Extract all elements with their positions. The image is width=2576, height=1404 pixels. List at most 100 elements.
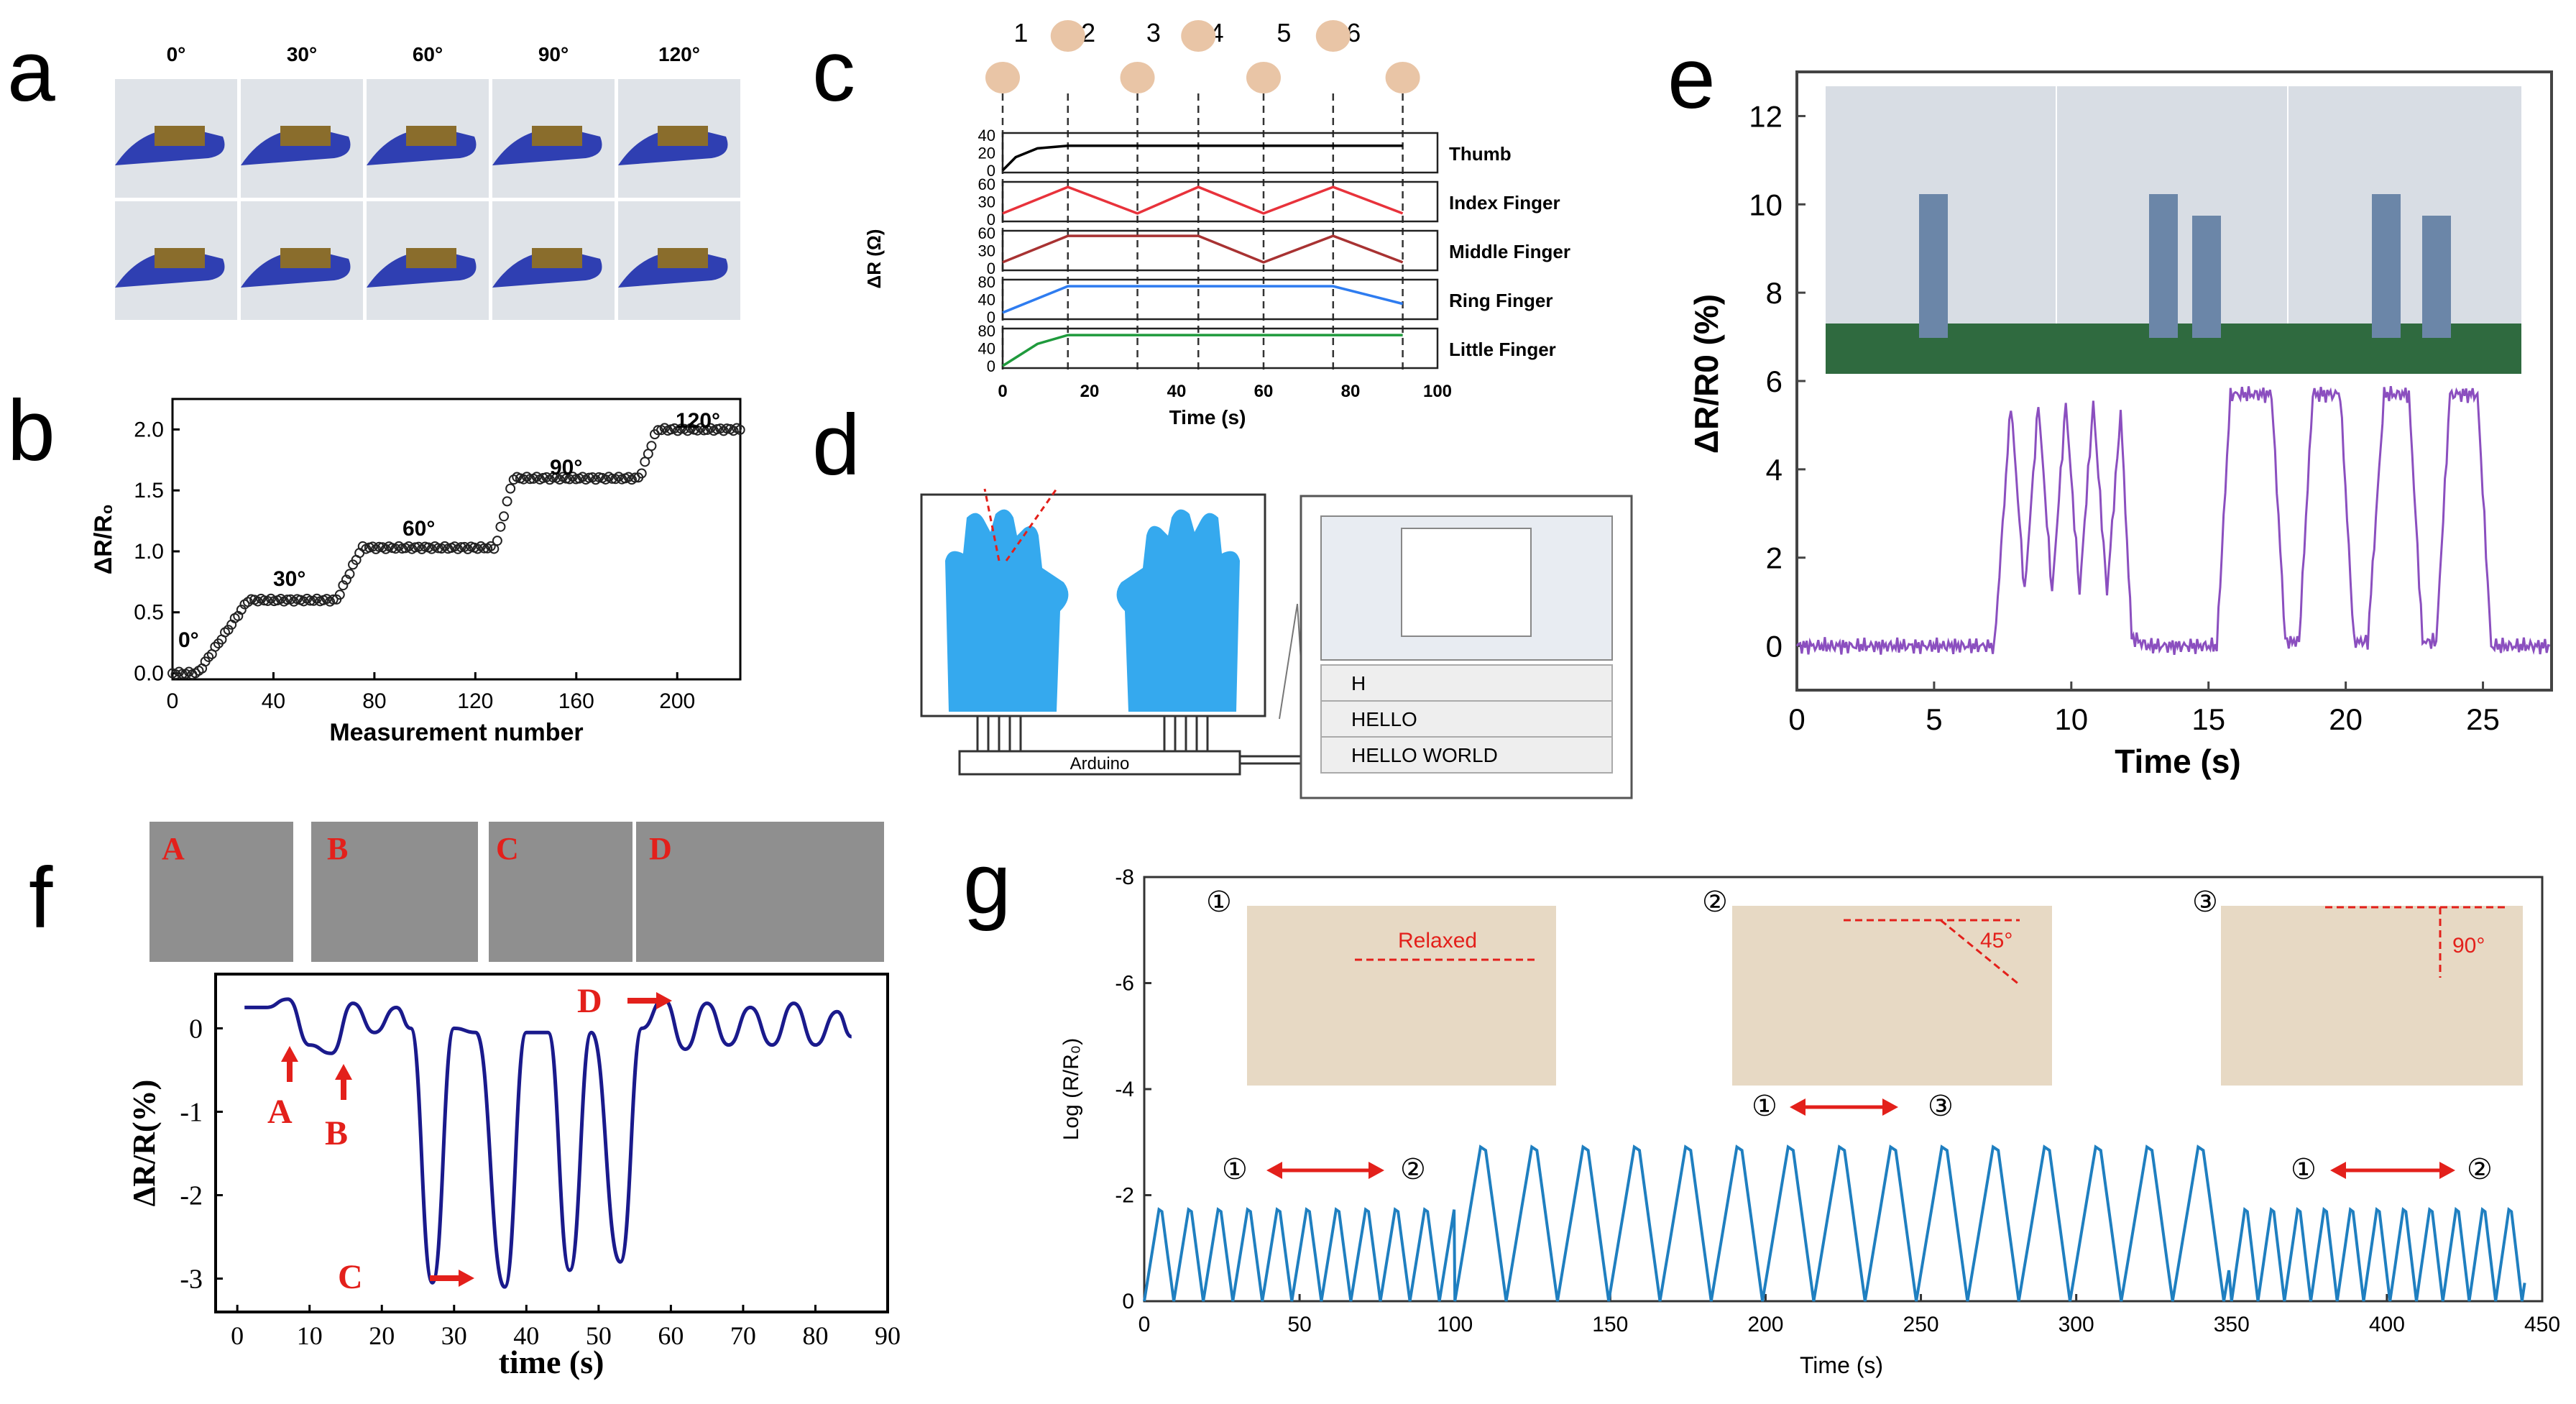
- data-point: [305, 595, 316, 606]
- hand-gesture-icon: [1181, 20, 1216, 52]
- x-tick-label: 200: [1747, 1313, 1783, 1336]
- series-line: [1795, 385, 2551, 655]
- panel-f-label: f: [29, 850, 53, 946]
- data-point: [456, 542, 466, 553]
- annotation-30deg: 30°: [273, 567, 305, 591]
- data-point: [203, 651, 214, 662]
- data-point: [584, 472, 594, 483]
- data-point: [525, 474, 535, 485]
- hand-gesture-icon: [1246, 62, 1281, 93]
- x-tick-label: 300: [2058, 1313, 2094, 1336]
- relaxed-label: Relaxed: [1398, 929, 1477, 953]
- data-point: [374, 541, 385, 552]
- x-tick-label: 400: [2369, 1313, 2405, 1336]
- panel-b-label: b: [7, 382, 55, 479]
- output-hello-world: HELLO WORLD: [1351, 744, 1498, 766]
- data-point: [341, 574, 351, 585]
- y-tick-label: 12: [1749, 99, 1782, 133]
- annotation-c: C: [338, 1258, 363, 1296]
- x-tick-label: 40: [262, 689, 285, 713]
- annotation-120deg: 120°: [676, 409, 720, 433]
- y-tick-label: 1.0: [134, 540, 164, 564]
- data-line: [244, 997, 852, 1289]
- annotation-90deg: 90°: [550, 456, 582, 480]
- y-axis-label: ΔR (Ω): [863, 229, 885, 289]
- x-tick-label: 250: [1903, 1313, 1939, 1336]
- arduino-label: Arduino: [1070, 754, 1130, 774]
- y-tick-label: 6: [1766, 364, 1782, 398]
- x-tick-label: 10: [297, 1321, 323, 1350]
- data-point: [328, 594, 339, 605]
- data-point: [338, 580, 349, 591]
- y-tick-label: 30: [978, 193, 995, 211]
- y-tick-label: -1: [180, 1097, 203, 1127]
- data-point: [548, 472, 558, 483]
- data-point: [210, 641, 221, 652]
- strip-frame: [1001, 180, 1439, 223]
- data-point: [259, 595, 270, 606]
- x-tick-label: 0: [1138, 1313, 1151, 1336]
- output-h: H: [1351, 672, 1366, 694]
- plot-frame: [171, 398, 742, 681]
- tick-group: 0 20 40 60 80 100: [998, 382, 1452, 401]
- sensor-strip: [406, 248, 456, 268]
- y-tick-label: 40: [978, 340, 995, 358]
- series-line: [244, 997, 852, 1289]
- y-axis-label: ΔR/R₀: [90, 504, 117, 574]
- data-line: [1795, 385, 2551, 655]
- photo-90deg: [2221, 906, 2523, 1086]
- sensor-strip: [155, 126, 205, 146]
- marker-1-left: ①: [1222, 1154, 1248, 1185]
- sensor-strip: [280, 248, 331, 268]
- series-label: Ring Finger: [1449, 290, 1552, 311]
- y-axis-label: ΔR/R0 (%): [1688, 294, 1725, 454]
- y-tick-label: 0.5: [134, 601, 164, 625]
- photo-45deg: [1732, 906, 2052, 1086]
- strip-frame: [1001, 229, 1439, 272]
- data-point: [676, 423, 686, 434]
- y-tick-label: -2: [1115, 1184, 1134, 1208]
- plot-frame: [214, 973, 889, 1313]
- x-tick-label: 450: [2524, 1313, 2560, 1336]
- step-number: 6: [1346, 18, 1361, 47]
- angle-120: 120°: [658, 43, 700, 65]
- x-tick-label: 0: [231, 1321, 244, 1350]
- output-row-2: [1320, 700, 1613, 738]
- data-point: [646, 441, 657, 451]
- y-tick-label: -4: [1115, 1078, 1134, 1101]
- x-axis-label: Time (s): [2115, 743, 2241, 780]
- photo-label-c: C: [496, 831, 519, 866]
- photo-number-2: ②: [1702, 886, 1728, 918]
- angle-0: 0°: [167, 43, 186, 65]
- tick-group: 0 10 20 30 40 50 60 70 80 90 0 -1 -2 -3: [180, 1014, 901, 1350]
- x-tick-label: 90: [875, 1321, 901, 1350]
- hand-gesture-icon: [1120, 62, 1155, 93]
- annotation-a: A: [267, 1093, 293, 1131]
- hand-gesture-icon: [1315, 20, 1351, 52]
- y-tick-label: 8: [1766, 276, 1782, 310]
- photo-relaxed: [1247, 906, 1556, 1086]
- panel-d-label: d: [812, 397, 860, 493]
- y-tick-label: 0: [987, 162, 995, 180]
- data-point: [177, 669, 188, 679]
- data-point: [433, 543, 443, 554]
- wiring: [976, 716, 1301, 765]
- y-tick-label: 60: [978, 175, 995, 193]
- data-point: [223, 625, 234, 636]
- y-tick-label: -6: [1115, 972, 1134, 996]
- series-line: [1002, 185, 1404, 215]
- x-tick-label: 0: [167, 689, 179, 713]
- y-tick-label: 0: [189, 1014, 203, 1044]
- arrow-b: [335, 1064, 352, 1100]
- sensor-strip: [532, 248, 582, 268]
- y-tick-label: 2.0: [134, 418, 164, 441]
- data-point: [699, 425, 709, 436]
- y-tick-label: 80: [978, 322, 995, 340]
- step-number: 3: [1146, 18, 1161, 47]
- x-tick-label: 160: [558, 689, 594, 713]
- legs: [1919, 194, 2451, 338]
